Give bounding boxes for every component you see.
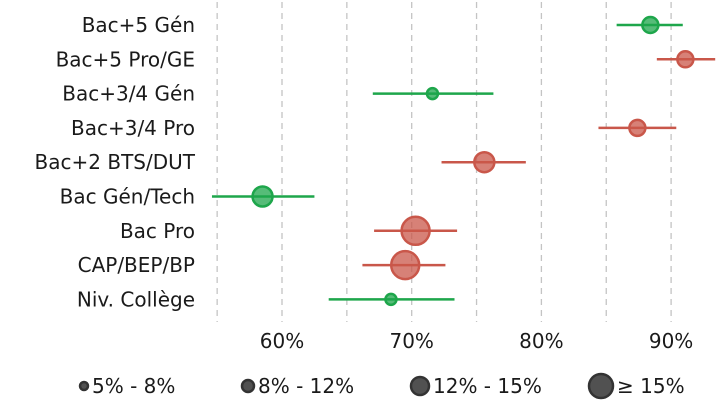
legend-size-marker — [78, 380, 90, 392]
legend: 5% - 8% 8% - 12% 12% - 15% ≥ 15% — [78, 372, 685, 400]
x-tick-label: 70% — [389, 329, 433, 353]
legend-label: 8% - 12% — [258, 374, 354, 398]
y-tick-label: Bac+5 Gén — [82, 13, 195, 37]
data-marks — [211, 15, 716, 307]
data-point — [389, 249, 421, 281]
data-point — [641, 15, 660, 35]
data-point — [676, 50, 695, 69]
legend-label: ≥ 15% — [617, 374, 685, 398]
y-tick-label: Bac Pro — [120, 219, 195, 243]
y-tick-label: Bac+3/4 Gén — [62, 82, 195, 106]
legend-label: 5% - 8% — [92, 374, 175, 398]
y-tick-label: Bac+5 Pro/GE — [56, 47, 195, 71]
y-tick-label: Bac+3/4 Pro — [71, 116, 195, 140]
y-tick-label: Bac Gén/Tech — [60, 185, 195, 209]
x-axis-tick-labels: 60% 70% 80% 90% — [260, 329, 694, 353]
data-point — [251, 185, 274, 208]
x-tick-label: 90% — [649, 329, 693, 353]
y-tick-label: Bac+2 BTS/DUT — [35, 150, 196, 174]
data-point — [400, 215, 431, 247]
x-tick-label: 60% — [260, 329, 304, 353]
legend-size-marker — [587, 372, 615, 400]
data-point — [425, 86, 440, 101]
data-point — [628, 118, 647, 138]
legend-label: 12% - 15% — [433, 374, 542, 398]
y-tick-label: Niv. Collège — [77, 287, 195, 311]
y-axis-labels: Bac+5 Gén Bac+5 Pro/GE Bac+3/4 Gén Bac+3/4 … — [35, 13, 196, 311]
legend-size-marker — [409, 375, 431, 397]
data-point — [384, 292, 398, 307]
legend-size-marker — [240, 378, 256, 394]
y-tick-label: CAP/BEP/BP — [78, 253, 195, 277]
x-tick-label: 80% — [519, 329, 563, 353]
data-point — [473, 150, 496, 174]
